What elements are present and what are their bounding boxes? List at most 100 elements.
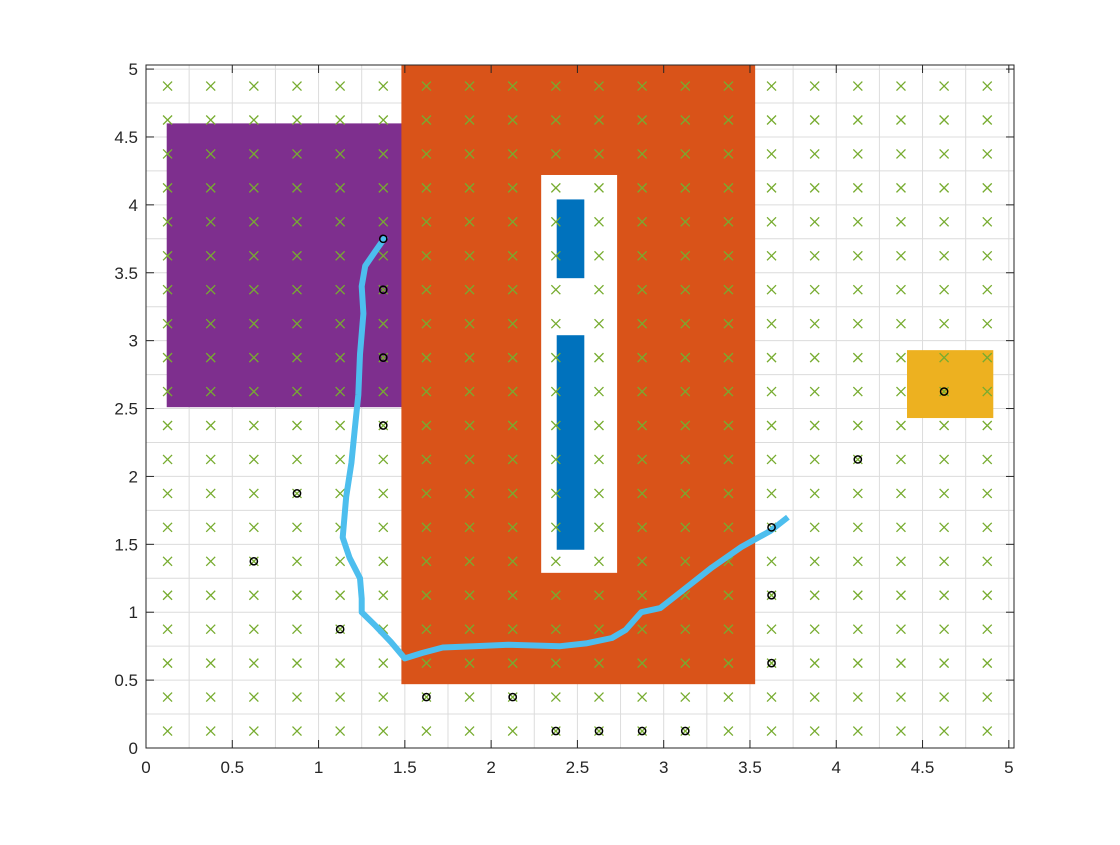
- grid-x-marker: [205, 148, 216, 159]
- grid-x-marker: [637, 420, 648, 431]
- grid-x-marker: [421, 284, 432, 295]
- grid-x-marker: [464, 522, 475, 533]
- grid-x-marker: [852, 115, 863, 125]
- grid-x-marker: [896, 284, 906, 295]
- grid-x-marker: [809, 352, 820, 363]
- grid-x-marker: [594, 250, 604, 261]
- grid-x-marker: [248, 284, 259, 295]
- grid-x-marker: [939, 624, 950, 635]
- grid-x-marker: [507, 624, 518, 635]
- grid-x-marker: [982, 81, 993, 92]
- blue-bar-lower: [556, 335, 585, 550]
- grid-x-marker: [809, 216, 820, 227]
- grid-x-marker: [896, 250, 906, 261]
- grid-x-marker: [594, 522, 604, 533]
- grid-x-marker: [507, 318, 518, 329]
- grid-x-marker: [680, 250, 691, 261]
- grid-x-marker: [335, 420, 346, 431]
- grid-x-marker: [939, 454, 950, 465]
- grid-x-marker: [637, 658, 648, 669]
- grid-x-marker: [162, 420, 173, 431]
- grid-x-marker: [723, 182, 734, 193]
- grid-x-marker: [205, 81, 216, 92]
- grid-x-marker: [378, 216, 389, 227]
- y-tick-label: 3: [129, 332, 138, 351]
- grid-x-marker: [594, 352, 604, 363]
- grid-x-marker: [637, 81, 648, 92]
- grid-x-marker: [852, 318, 863, 329]
- grid-x-marker: [464, 250, 475, 261]
- grid-x-marker: [939, 488, 950, 499]
- grid-x-marker: [507, 658, 518, 669]
- grid-x-marker: [723, 352, 734, 363]
- grid-x-marker: [248, 81, 259, 92]
- grid-x-marker: [248, 352, 259, 363]
- grid-x-marker: [896, 386, 906, 397]
- grid-x-marker: [939, 148, 950, 159]
- grid-x-marker: [335, 454, 346, 465]
- grid-x-marker: [896, 454, 906, 465]
- y-tick-label: 5: [129, 60, 138, 79]
- grid-x-marker: [896, 81, 906, 92]
- grid-x-marker: [162, 658, 173, 669]
- grid-x-marker: [896, 488, 906, 499]
- grid-x-marker: [809, 624, 820, 635]
- grid-x-marker: [680, 284, 691, 295]
- grid-x-marker: [680, 692, 691, 703]
- y-tick-label: 4: [129, 196, 138, 215]
- grid-x-marker: [852, 488, 863, 499]
- grid-x-marker: [292, 692, 302, 703]
- grid-x-marker: [335, 148, 346, 159]
- grid-x-marker: [982, 726, 993, 736]
- x-tick-label: 2.5: [566, 758, 590, 777]
- grid-x-marker: [292, 352, 302, 363]
- grid-x-marker: [896, 115, 906, 125]
- x-tick-label: 1.5: [393, 758, 417, 777]
- y-tick-label: 3.5: [114, 264, 138, 283]
- x-tick-label: 3.5: [738, 758, 762, 777]
- circle-point: [422, 692, 431, 702]
- axes-box: [145, 64, 1015, 749]
- circle-point: [680, 726, 690, 736]
- grid-x-marker: [335, 115, 346, 125]
- grid-x-marker: [378, 318, 389, 329]
- grid-x-marker: [982, 386, 993, 397]
- circle-point: [378, 353, 388, 362]
- grid-x-marker: [162, 590, 173, 601]
- grid-x-marker: [550, 352, 561, 363]
- grid-x-marker: [550, 590, 561, 601]
- grid-x-marker: [723, 726, 734, 736]
- grid-x-marker: [507, 454, 518, 465]
- grid-x-marker: [896, 624, 906, 635]
- grid-x-marker: [637, 590, 648, 601]
- grid-x-marker: [637, 624, 648, 635]
- circle-point: [767, 522, 776, 532]
- grid-x-marker: [248, 624, 259, 635]
- grid-x-marker: [766, 352, 777, 363]
- circle-point: [767, 658, 776, 668]
- grid-x-marker: [378, 590, 389, 601]
- grid-x-marker: [723, 115, 734, 125]
- grid-x-marker: [507, 352, 518, 363]
- grid-x-marker: [896, 658, 906, 669]
- grid-x-marker: [680, 658, 691, 669]
- grid-x-marker: [205, 658, 216, 669]
- grid-x-marker: [852, 522, 863, 533]
- grid-x-marker: [507, 148, 518, 159]
- grid-x-marker: [939, 250, 950, 261]
- grid-x-marker: [421, 658, 432, 669]
- y-tick-label: 2.5: [114, 400, 138, 419]
- grid-x-marker: [594, 318, 604, 329]
- grid-x-marker: [766, 488, 777, 499]
- grid-x-marker: [421, 420, 432, 431]
- grid-x-marker: [421, 250, 432, 261]
- grid-x-marker: [809, 658, 820, 669]
- x-tick-label: 5: [1004, 758, 1013, 777]
- grid-x-marker: [248, 182, 259, 193]
- grid-x-marker: [852, 726, 863, 736]
- grid-x-marker: [723, 81, 734, 92]
- grid-x-marker: [335, 658, 346, 669]
- grid-x-marker: [766, 318, 777, 329]
- grid-x-marker: [809, 488, 820, 499]
- grid-x-marker: [378, 81, 389, 92]
